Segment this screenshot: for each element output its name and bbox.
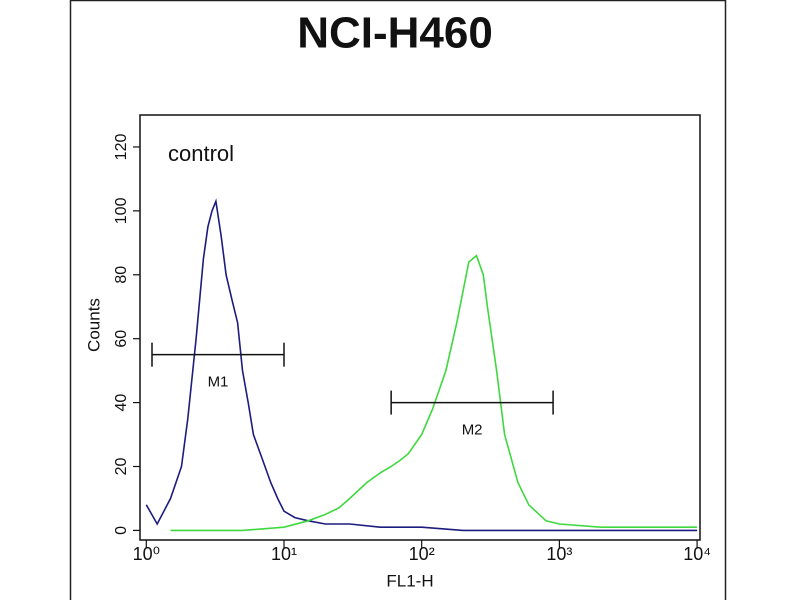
x-tick-label: 10⁰ xyxy=(133,544,160,564)
plot-area xyxy=(139,114,701,541)
y-tick-label: 80 xyxy=(113,266,130,284)
frame xyxy=(69,0,727,600)
x-tick-label: 10³ xyxy=(546,544,572,564)
y-tick-label: 60 xyxy=(113,330,130,348)
y-tick-label: 120 xyxy=(113,134,130,161)
marker-label: M2 xyxy=(462,422,483,439)
y-tick-label: 40 xyxy=(113,394,130,412)
x-tick-label: 10⁴ xyxy=(683,544,711,564)
y-tick-label: 20 xyxy=(113,458,130,476)
series-line xyxy=(170,254,698,532)
x-tick-label: 10² xyxy=(409,544,435,564)
marker-label: M1 xyxy=(208,374,229,391)
y-tick-label: 100 xyxy=(113,197,130,224)
y-axis-label: Counts xyxy=(84,298,103,352)
annotation: control xyxy=(168,141,234,166)
x-axis-label: FL1-H xyxy=(386,571,433,590)
series-line xyxy=(145,198,698,532)
x-tick-label: 10¹ xyxy=(271,544,297,564)
chart-title: NCI-H460 xyxy=(297,9,493,58)
y-tick-label: 0 xyxy=(113,526,130,535)
